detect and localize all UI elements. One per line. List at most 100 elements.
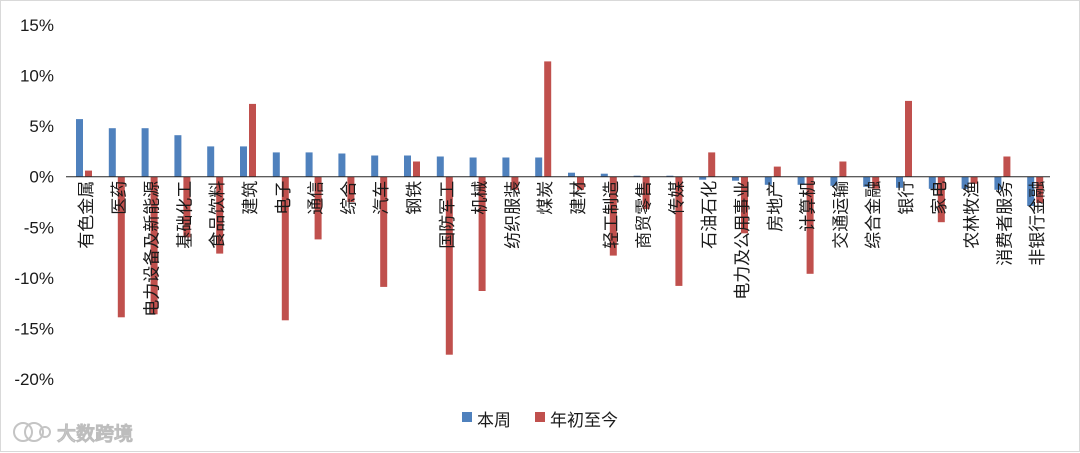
bar-ytd xyxy=(872,176,880,189)
category-label: 家电 xyxy=(930,181,950,215)
category-label: 综合金融 xyxy=(864,181,884,249)
bar-ytd xyxy=(544,61,552,177)
bar-ytd xyxy=(413,161,420,177)
watermark-logo-icon xyxy=(13,422,51,442)
bar-weekly xyxy=(764,176,772,185)
y-tick-label: 5% xyxy=(29,117,54,136)
bar-ytd xyxy=(511,176,519,190)
bar-ytd xyxy=(970,176,978,184)
bar-ytd xyxy=(314,176,322,240)
category-label: 轻工制造 xyxy=(602,181,622,249)
category-label: 钢铁 xyxy=(405,181,425,215)
category-label: 综合 xyxy=(339,181,359,215)
bar-weekly xyxy=(272,152,280,177)
bar-ytd xyxy=(839,161,847,177)
bar-ytd xyxy=(1003,156,1011,177)
bar-weekly xyxy=(666,175,674,177)
category-label: 银行 xyxy=(897,181,917,215)
y-tick-label: -20% xyxy=(14,370,54,389)
legend-swatch-weekly xyxy=(462,412,472,422)
bar-ytd xyxy=(675,176,683,286)
bar-weekly xyxy=(141,128,149,177)
bar-weekly xyxy=(699,176,707,180)
category-label: 通信 xyxy=(307,181,327,215)
legend-swatch-ytd xyxy=(535,412,545,422)
category-label: 医药 xyxy=(110,181,130,215)
bar-ytd xyxy=(773,166,781,177)
bar-weekly xyxy=(174,135,182,177)
bar-ytd xyxy=(577,176,584,190)
bar-weekly xyxy=(76,119,83,177)
bar-weekly xyxy=(436,156,444,177)
y-tick-label: 10% xyxy=(20,67,54,86)
bar-ytd xyxy=(380,176,388,287)
category-label: 建材 xyxy=(569,181,589,215)
bar-weekly xyxy=(108,128,116,177)
bar-weekly xyxy=(305,152,313,177)
bar-ytd xyxy=(445,176,453,355)
category-label: 计算机 xyxy=(799,181,819,232)
bar-weekly xyxy=(633,175,641,177)
bar-ytd xyxy=(708,152,716,177)
category-label: 传媒 xyxy=(667,181,687,215)
legend-label-weekly: 本周 xyxy=(477,411,511,431)
legend: 本周 年初至今 xyxy=(462,411,618,431)
category-label: 交通运输 xyxy=(831,181,851,249)
category-label: 电力及公用事业 xyxy=(733,181,753,300)
bar-ytd xyxy=(937,176,945,223)
bar-weekly xyxy=(961,176,969,189)
bar-weekly xyxy=(568,172,575,177)
category-label: 基础化工 xyxy=(175,181,195,249)
bar-weekly xyxy=(994,176,1002,190)
bar-weekly xyxy=(404,155,411,177)
legend-label-ytd: 年初至今 xyxy=(550,411,618,431)
category-label: 建筑 xyxy=(241,181,261,215)
category-label: 国防军工 xyxy=(438,181,458,249)
bar-weekly xyxy=(240,146,247,177)
bar-weekly xyxy=(1027,176,1035,206)
bar-weekly xyxy=(371,155,379,177)
bar-ytd xyxy=(85,170,92,177)
y-tick-label: 0% xyxy=(29,168,54,187)
bar-ytd xyxy=(183,176,191,238)
bar-weekly xyxy=(896,176,903,188)
bar-weekly xyxy=(830,176,838,186)
category-label: 纺织服装 xyxy=(503,181,523,249)
bar-weekly xyxy=(207,146,215,177)
y-tick-label: 15% xyxy=(20,16,54,35)
category-label: 石油石化 xyxy=(700,181,720,249)
bar-weekly xyxy=(863,176,871,187)
bar-ytd xyxy=(150,176,158,315)
bar-ytd xyxy=(347,176,355,202)
category-label: 消费者服务 xyxy=(995,181,1015,266)
bar-ytd xyxy=(642,176,650,210)
category-labels: 有色金属 医药 电力设备及新能源 基础化工 食品饮料 建筑 电子 通信 综合 汽车 钢铁 国防军工 机械… xyxy=(77,181,1048,317)
y-tick-label: -5% xyxy=(24,218,54,237)
bar-ytd xyxy=(905,100,912,177)
category-label: 机械 xyxy=(471,181,491,215)
category-label: 房地产 xyxy=(766,181,786,232)
category-label: 有色金属 xyxy=(77,181,97,249)
category-label: 煤炭 xyxy=(536,181,556,215)
bar-ytd xyxy=(806,176,814,274)
y-tick-label: -10% xyxy=(14,269,54,288)
category-label: 农林牧渔 xyxy=(963,181,983,249)
bar-weekly xyxy=(797,176,805,185)
watermark-text: 大数跨境 xyxy=(57,422,133,445)
category-label: 非银行金融 xyxy=(1028,181,1048,266)
bar-ytd xyxy=(117,176,125,318)
bar-ytd xyxy=(741,176,748,234)
bar-ytd xyxy=(249,103,256,177)
watermark: 大数跨境 xyxy=(13,422,133,445)
bar-weekly xyxy=(600,173,608,177)
y-tick-label: -15% xyxy=(14,319,54,338)
bar-weekly xyxy=(338,153,346,177)
bar-weekly xyxy=(732,176,739,181)
bar-ytd xyxy=(1036,176,1044,203)
bar-ytd xyxy=(216,176,224,254)
bar-ytd xyxy=(478,176,486,291)
bar-weekly xyxy=(502,157,510,177)
bar-weekly xyxy=(535,157,543,177)
